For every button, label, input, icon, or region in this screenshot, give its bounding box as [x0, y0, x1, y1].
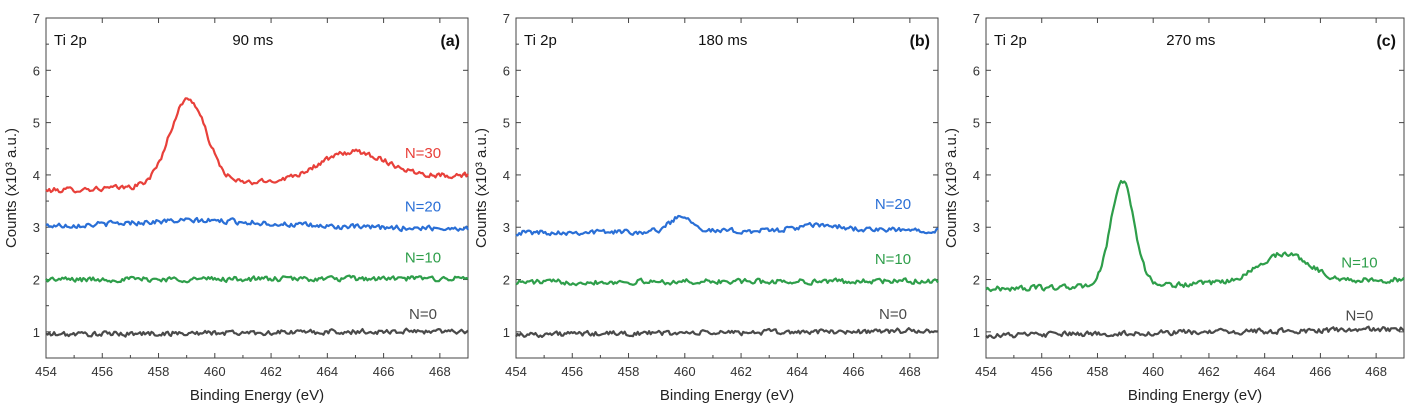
x-tick-label: 466 — [373, 364, 395, 379]
series-line-n-10 — [515, 277, 939, 287]
x-tick-label: 454 — [35, 364, 57, 379]
y-tick-label: 3 — [973, 220, 980, 235]
series-label-n-10: N=10 — [405, 249, 441, 266]
series-label-n-30: N=30 — [405, 145, 441, 162]
y-tick-label: 1 — [33, 325, 40, 340]
x-tick-label: 460 — [204, 364, 226, 379]
series-line-n-20 — [515, 214, 939, 237]
y-tick-label: 7 — [33, 11, 40, 26]
spectrum-region-label: Ti 2p — [524, 32, 557, 49]
x-tick-label: 462 — [260, 364, 282, 379]
plot-frame — [45, 17, 469, 359]
series-label-n-0: N=0 — [409, 306, 437, 323]
panel-letter: (a) — [440, 33, 460, 50]
y-tick-label: 4 — [503, 168, 510, 183]
x-tick-label: 464 — [316, 364, 338, 379]
y-axis-title: Counts (x10³ a.u.) — [943, 128, 960, 248]
series-label-n-20: N=20 — [405, 199, 441, 216]
y-axis-title: Counts (x10³ a.u.) — [3, 128, 20, 248]
x-tick-label: 458 — [618, 364, 640, 379]
x-axis-title: Binding Energy (eV) — [190, 387, 324, 404]
y-tick-label: 1 — [503, 325, 510, 340]
y-tick-label: 3 — [33, 220, 40, 235]
y-tick-label: 2 — [33, 273, 40, 288]
y-tick-label: 6 — [33, 63, 40, 78]
x-tick-label: 454 — [975, 364, 997, 379]
y-tick-label: 5 — [973, 116, 980, 131]
panel-letter: (b) — [910, 33, 930, 50]
series-line-n-20 — [45, 216, 469, 233]
x-tick-label: 456 — [91, 364, 113, 379]
y-tick-label: 4 — [33, 168, 40, 183]
y-tick-label: 5 — [503, 116, 510, 131]
y-tick-label: 7 — [503, 11, 510, 26]
x-axis-title: Binding Energy (eV) — [1128, 387, 1262, 404]
x-tick-label: 468 — [429, 364, 451, 379]
series-line-n-30 — [45, 97, 469, 194]
x-tick-label: 466 — [1310, 364, 1332, 379]
x-tick-label: 462 — [1198, 364, 1220, 379]
plot-frame — [985, 17, 1405, 359]
series-label-n-0: N=0 — [1345, 307, 1373, 324]
x-tick-label: 456 — [1031, 364, 1053, 379]
series-line-n-0 — [515, 327, 939, 339]
x-tick-label: 456 — [561, 364, 583, 379]
x-tick-label: 462 — [730, 364, 752, 379]
y-tick-label: 1 — [973, 325, 980, 340]
spectrum-region-label: Ti 2p — [54, 32, 87, 49]
x-tick-label: 460 — [1142, 364, 1164, 379]
plot-frame — [515, 17, 939, 359]
x-tick-label: 468 — [1365, 364, 1387, 379]
series-label-n-10: N=10 — [1341, 255, 1377, 272]
x-tick-label: 468 — [899, 364, 921, 379]
pulse-duration-label: 270 ms — [1166, 32, 1215, 49]
x-tick-label: 458 — [148, 364, 170, 379]
panel-letter: (c) — [1376, 33, 1396, 50]
x-axis-title: Binding Energy (eV) — [660, 387, 794, 404]
series-line-n-0 — [985, 325, 1405, 340]
series-line-n-10 — [985, 179, 1405, 293]
x-tick-label: 458 — [1087, 364, 1109, 379]
y-tick-label: 4 — [973, 168, 980, 183]
y-tick-label: 5 — [33, 116, 40, 131]
y-tick-label: 6 — [973, 63, 980, 78]
x-tick-label: 460 — [674, 364, 696, 379]
pulse-duration-label: 90 ms — [232, 32, 273, 49]
x-tick-label: 464 — [786, 364, 808, 379]
spectrum-region-label: Ti 2p — [994, 32, 1027, 49]
x-tick-label: 466 — [843, 364, 865, 379]
y-tick-label: 2 — [973, 273, 980, 288]
series-label-n-10: N=10 — [875, 251, 911, 268]
y-axis-title: Counts (x10³ a.u.) — [473, 128, 490, 248]
series-line-n-10 — [45, 274, 469, 284]
y-tick-label: 7 — [973, 11, 980, 26]
x-tick-label: 464 — [1254, 364, 1276, 379]
series-label-n-0: N=0 — [879, 306, 907, 323]
x-tick-label: 454 — [505, 364, 527, 379]
series-label-n-20: N=20 — [875, 196, 911, 213]
y-tick-label: 6 — [503, 63, 510, 78]
series-line-n-0 — [45, 327, 469, 338]
y-tick-label: 3 — [503, 220, 510, 235]
pulse-duration-label: 180 ms — [698, 32, 747, 49]
y-tick-label: 2 — [503, 273, 510, 288]
